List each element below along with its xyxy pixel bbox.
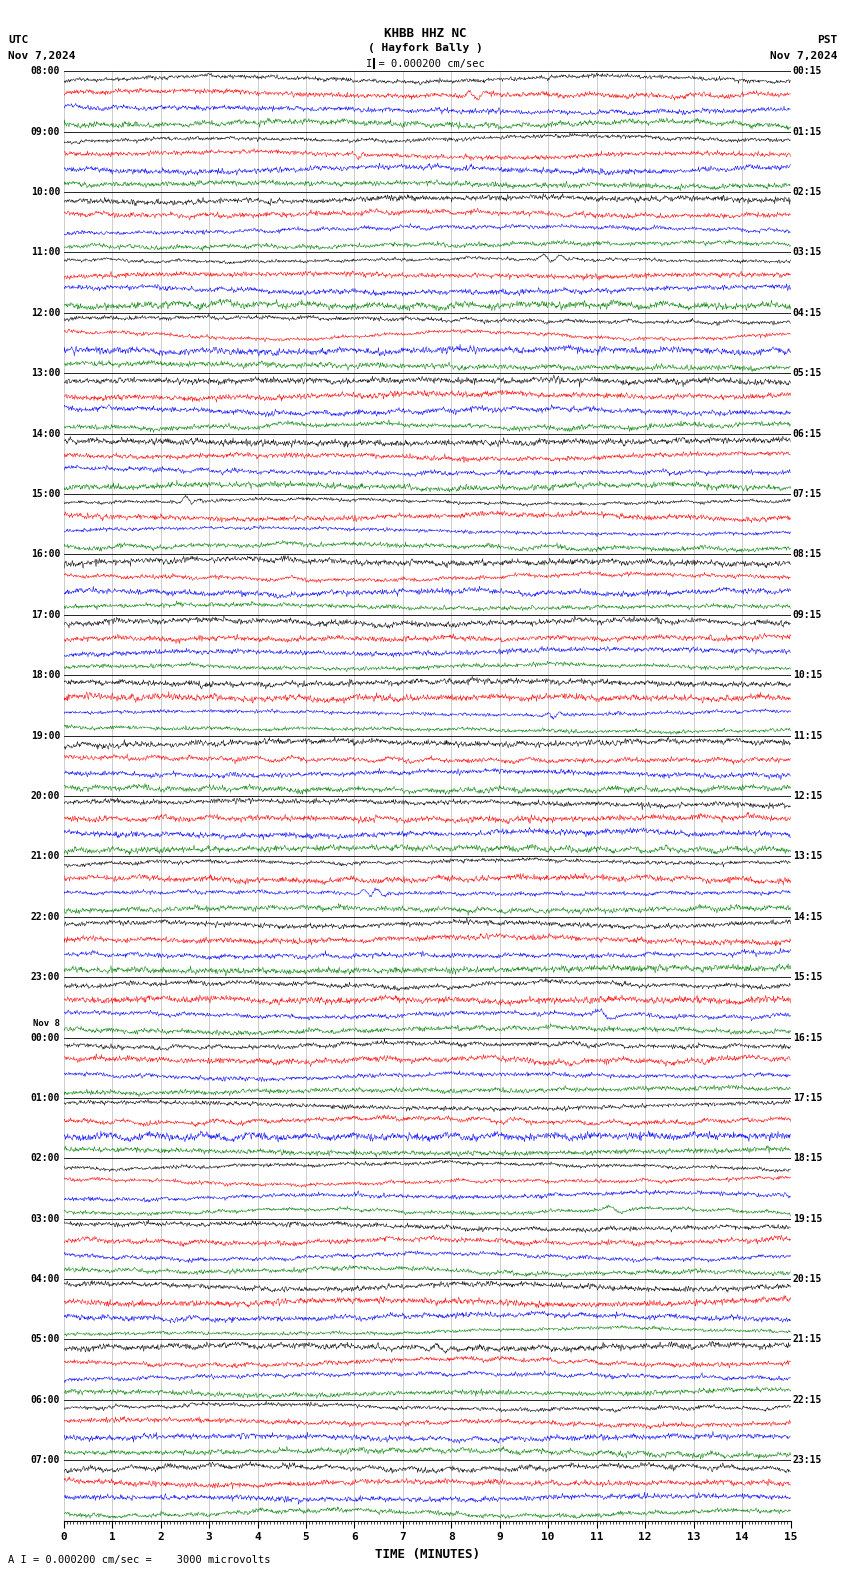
Text: 15:15: 15:15	[793, 973, 822, 982]
Text: 05:00: 05:00	[31, 1334, 60, 1345]
Text: 11:15: 11:15	[793, 730, 822, 741]
Text: 17:00: 17:00	[31, 610, 60, 619]
Text: 00:00: 00:00	[31, 1033, 60, 1042]
Text: Nov 8: Nov 8	[33, 1020, 60, 1028]
Text: 14:15: 14:15	[793, 912, 822, 922]
Text: I = 0.000200 cm/sec: I = 0.000200 cm/sec	[366, 59, 484, 68]
Text: PST: PST	[817, 35, 837, 44]
Text: 23:15: 23:15	[793, 1456, 822, 1465]
Text: 15:00: 15:00	[31, 489, 60, 499]
Text: 10:00: 10:00	[31, 187, 60, 196]
Text: 12:00: 12:00	[31, 307, 60, 318]
Text: 01:15: 01:15	[793, 127, 822, 136]
Text: 11:00: 11:00	[31, 247, 60, 258]
Text: KHBB HHZ NC: KHBB HHZ NC	[383, 27, 467, 40]
Text: 07:00: 07:00	[31, 1456, 60, 1465]
Text: 18:15: 18:15	[793, 1153, 822, 1163]
Text: UTC: UTC	[8, 35, 29, 44]
Text: 10:15: 10:15	[793, 670, 822, 680]
Text: 17:15: 17:15	[793, 1093, 822, 1102]
X-axis label: TIME (MINUTES): TIME (MINUTES)	[375, 1548, 479, 1560]
Text: 20:15: 20:15	[793, 1274, 822, 1285]
Text: 07:15: 07:15	[793, 489, 822, 499]
Text: 04:15: 04:15	[793, 307, 822, 318]
Text: 04:00: 04:00	[31, 1274, 60, 1285]
Text: 08:15: 08:15	[793, 550, 822, 559]
Text: 13:00: 13:00	[31, 367, 60, 379]
Text: 08:00: 08:00	[31, 67, 60, 76]
Text: 09:15: 09:15	[793, 610, 822, 619]
Text: 23:00: 23:00	[31, 973, 60, 982]
Text: 18:00: 18:00	[31, 670, 60, 680]
Text: 21:00: 21:00	[31, 851, 60, 862]
Text: Nov 7,2024: Nov 7,2024	[8, 51, 76, 60]
Text: 06:15: 06:15	[793, 429, 822, 439]
Text: 01:00: 01:00	[31, 1093, 60, 1102]
Text: Nov 7,2024: Nov 7,2024	[770, 51, 837, 60]
Text: 03:00: 03:00	[31, 1213, 60, 1224]
Text: 16:00: 16:00	[31, 550, 60, 559]
Text: 22:00: 22:00	[31, 912, 60, 922]
Text: 02:15: 02:15	[793, 187, 822, 196]
Text: 06:00: 06:00	[31, 1396, 60, 1405]
Text: 03:15: 03:15	[793, 247, 822, 258]
Text: 00:15: 00:15	[793, 67, 822, 76]
Text: 13:15: 13:15	[793, 851, 822, 862]
Text: 14:00: 14:00	[31, 429, 60, 439]
Text: 20:00: 20:00	[31, 790, 60, 802]
Text: A I = 0.000200 cm/sec =    3000 microvolts: A I = 0.000200 cm/sec = 3000 microvolts	[8, 1555, 271, 1565]
Text: ( Hayfork Bally ): ( Hayfork Bally )	[367, 43, 483, 52]
Text: 02:00: 02:00	[31, 1153, 60, 1163]
Text: 19:15: 19:15	[793, 1213, 822, 1224]
Text: 16:15: 16:15	[793, 1033, 822, 1042]
Text: 19:00: 19:00	[31, 730, 60, 741]
Text: 05:15: 05:15	[793, 367, 822, 379]
Text: 21:15: 21:15	[793, 1334, 822, 1345]
Text: 09:00: 09:00	[31, 127, 60, 136]
Text: 22:15: 22:15	[793, 1396, 822, 1405]
Text: 12:15: 12:15	[793, 790, 822, 802]
